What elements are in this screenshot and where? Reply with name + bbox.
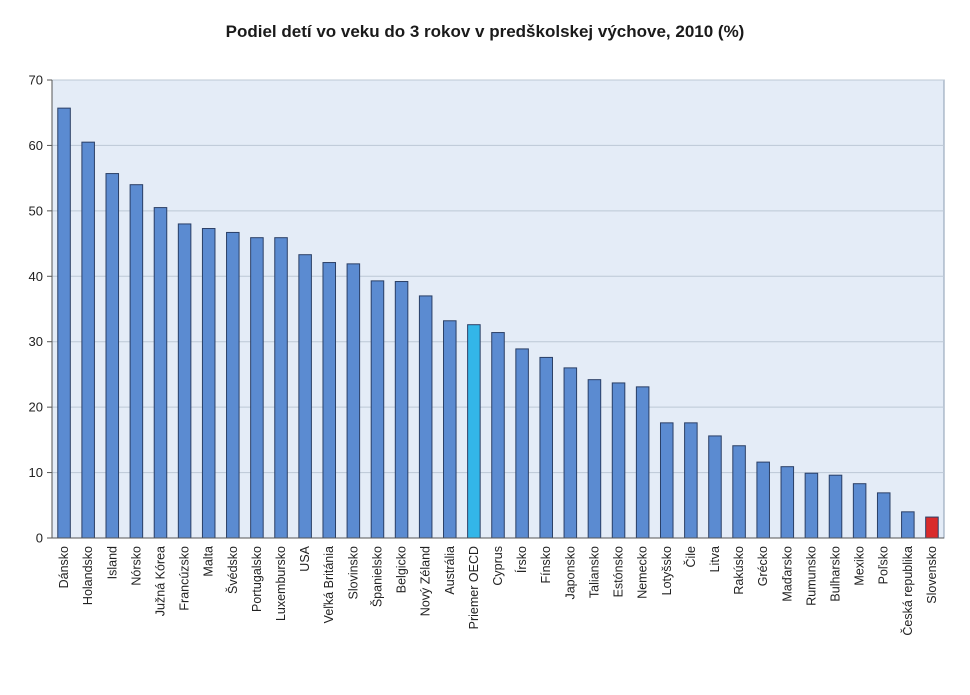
x-tick-label: Luxembursko — [274, 546, 288, 621]
y-tick-label: 10 — [29, 465, 43, 480]
x-tick-label: Austrália — [443, 546, 457, 595]
bar-33 — [852, 483, 867, 539]
bar-6 — [201, 228, 216, 539]
x-tick-label: Cyprus — [491, 546, 505, 586]
bar-9 — [274, 237, 288, 539]
bar-35 — [901, 511, 915, 539]
bar-28 — [732, 445, 746, 539]
x-tick-label: Nový Zéland — [419, 546, 433, 616]
bar-8 — [250, 237, 264, 539]
y-tick-label: 0 — [36, 531, 43, 546]
bar-19 — [515, 348, 529, 539]
x-tick-label: Írsko — [514, 546, 529, 573]
y-tick-label: 30 — [29, 334, 43, 349]
x-tick-label: Priemer OECD — [467, 546, 481, 629]
bar-15 — [418, 295, 433, 539]
x-tick-label: Južná Kórea — [153, 546, 167, 616]
x-tick-label: USA — [298, 545, 312, 571]
bar-2 — [105, 173, 120, 539]
x-tick-label: Litva — [708, 546, 722, 572]
bar-0 — [57, 107, 71, 539]
bar-3 — [129, 184, 144, 539]
x-tick-label: Grécko — [756, 546, 770, 586]
x-tick-label: Slovensko — [925, 546, 939, 604]
x-tick-label: Bulharsko — [829, 546, 843, 602]
bar-13 — [370, 280, 385, 539]
x-tick-label: Malta — [202, 546, 216, 577]
x-tick-label: Fínsko — [539, 546, 553, 584]
bar-11 — [322, 262, 337, 539]
bar-34 — [876, 492, 891, 539]
bar-25 — [659, 422, 674, 539]
bar-7 — [226, 231, 240, 539]
x-tick-label: Taliansko — [587, 546, 601, 598]
x-tick-label: Veľká Británia — [322, 546, 336, 623]
x-tick-label: Nemecko — [636, 546, 650, 599]
bar-20 — [539, 356, 553, 539]
y-tick-label: 20 — [29, 400, 43, 415]
bar-12 — [346, 263, 361, 539]
bar-23 — [611, 382, 626, 539]
bar-10 — [298, 254, 312, 539]
bar-21 — [563, 367, 578, 539]
x-tick-label: Nórsko — [129, 546, 143, 586]
x-tick-label: Estónsko — [612, 546, 626, 597]
bar-36 — [925, 516, 939, 539]
bar-32 — [828, 474, 843, 539]
x-tick-label: Dánsko — [57, 546, 71, 588]
bar-24 — [635, 386, 650, 539]
x-tick-label: Lotyšsko — [660, 546, 674, 595]
bar-5 — [177, 223, 192, 539]
chart-title: Podiel detí vo veku do 3 rokov v predško… — [225, 22, 745, 41]
x-tick-label: Holandsko — [81, 546, 95, 605]
bar-30 — [780, 466, 795, 539]
bar-27 — [708, 435, 722, 539]
x-tick-label: Švédsko — [225, 546, 240, 594]
bar-22 — [587, 379, 602, 539]
x-tick-label: Island — [105, 546, 119, 579]
y-axis: 0 10 20 30 40 50 60 70 — [29, 73, 944, 546]
y-tick-label: 70 — [29, 73, 43, 88]
x-tick-label: Španielsko — [369, 546, 384, 607]
x-tick-label: Rakúsko — [732, 546, 746, 595]
x-axis-labels: Dánsko Holandsko Island Nórsko Južná Kórea Fr… — [57, 545, 939, 635]
bar-17 — [467, 324, 481, 539]
bar-4 — [153, 207, 168, 539]
bar-31 — [804, 472, 819, 539]
bar-29 — [756, 461, 770, 539]
x-tick-label: Francúzsko — [178, 546, 192, 611]
x-tick-label: Portugalsko — [250, 546, 264, 612]
y-tick-label: 50 — [29, 203, 43, 218]
x-tick-label: Slovinsko — [346, 546, 360, 600]
bar-14 — [394, 281, 409, 539]
x-tick-label: Belgicko — [395, 546, 409, 593]
bar-16 — [443, 320, 457, 539]
x-tick-label: Čile — [683, 546, 698, 568]
x-tick-label: Maďarsko — [780, 546, 794, 602]
bar-26 — [684, 422, 698, 539]
x-tick-label: Rumunsko — [804, 546, 818, 606]
bars — [57, 107, 939, 539]
x-tick-label: Japonsko — [563, 546, 577, 600]
bar-1 — [81, 141, 95, 539]
x-tick-label: Mexiko — [853, 546, 867, 586]
x-tick-label: Poľsko — [877, 546, 891, 584]
y-tick-label: 60 — [29, 138, 43, 153]
x-tick-label: Česká republika — [900, 546, 915, 636]
y-tick-label: 40 — [29, 269, 43, 284]
bar-18 — [491, 332, 505, 539]
